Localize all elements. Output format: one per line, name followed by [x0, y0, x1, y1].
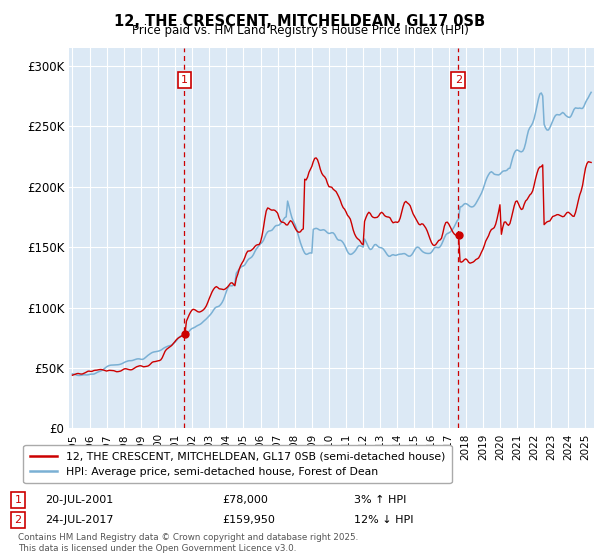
Text: Contains HM Land Registry data © Crown copyright and database right 2025.
This d: Contains HM Land Registry data © Crown c… — [18, 533, 358, 553]
Text: £159,950: £159,950 — [222, 515, 275, 525]
Text: 2: 2 — [14, 515, 22, 525]
Text: Price paid vs. HM Land Registry's House Price Index (HPI): Price paid vs. HM Land Registry's House … — [131, 24, 469, 37]
Text: 12, THE CRESCENT, MITCHELDEAN, GL17 0SB: 12, THE CRESCENT, MITCHELDEAN, GL17 0SB — [115, 14, 485, 29]
Text: £78,000: £78,000 — [222, 495, 268, 505]
Text: 12% ↓ HPI: 12% ↓ HPI — [354, 515, 413, 525]
Legend: 12, THE CRESCENT, MITCHELDEAN, GL17 0SB (semi-detached house), HPI: Average pric: 12, THE CRESCENT, MITCHELDEAN, GL17 0SB … — [23, 445, 452, 483]
Text: 24-JUL-2017: 24-JUL-2017 — [45, 515, 113, 525]
Text: 1: 1 — [181, 75, 188, 85]
Text: 2: 2 — [455, 75, 462, 85]
Text: 1: 1 — [14, 495, 22, 505]
Text: 3% ↑ HPI: 3% ↑ HPI — [354, 495, 406, 505]
Text: 20-JUL-2001: 20-JUL-2001 — [45, 495, 113, 505]
